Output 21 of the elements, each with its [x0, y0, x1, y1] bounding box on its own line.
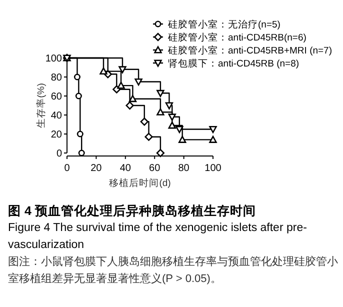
y-tick-label: 80: [50, 72, 62, 84]
x-tick-label: 40: [120, 163, 132, 174]
y-tick-label: 40: [50, 110, 62, 122]
text: 图 4 预血管化处理后异种胰岛移植生存时间: [8, 203, 257, 220]
x-tick-label: 0: [64, 163, 70, 174]
y-tick-label: 60: [50, 92, 62, 102]
x-tick-label: 60: [149, 163, 161, 174]
x-tick-label: 20: [90, 163, 102, 174]
x-axis-title: 移植后时间(d): [109, 177, 171, 189]
y-axis-title: 生存率(%): [35, 83, 47, 128]
text: 图注：小鼠肾包膜下人胰岛细胞移植生存率与预血管化处理硅胶管小室移植组差异无显著显著性意义(P > 0.05)。: [8, 254, 338, 287]
x-tick-label: 80: [178, 163, 190, 174]
y-tick-label: 0: [56, 148, 62, 160]
legend-label: 硅胶管小室：anti-CD45RB(n=6): [167, 32, 306, 44]
legend-label: 硅胶管小室：无治疗(n=5): [167, 18, 280, 30]
y-tick-label: 100: [45, 54, 62, 64]
legend-label: 硅胶管小室：anti-CD45RB+MRI (n=7): [167, 44, 332, 56]
y-tick-label: 20: [50, 130, 62, 140]
x-tick-label: 100: [204, 163, 222, 174]
legend-label: 肾包膜下：anti-CD45RB (n=8): [168, 58, 300, 70]
text: Figure 4 The survival time of the xenogenic islets after pre-vascularization: [8, 221, 308, 253]
